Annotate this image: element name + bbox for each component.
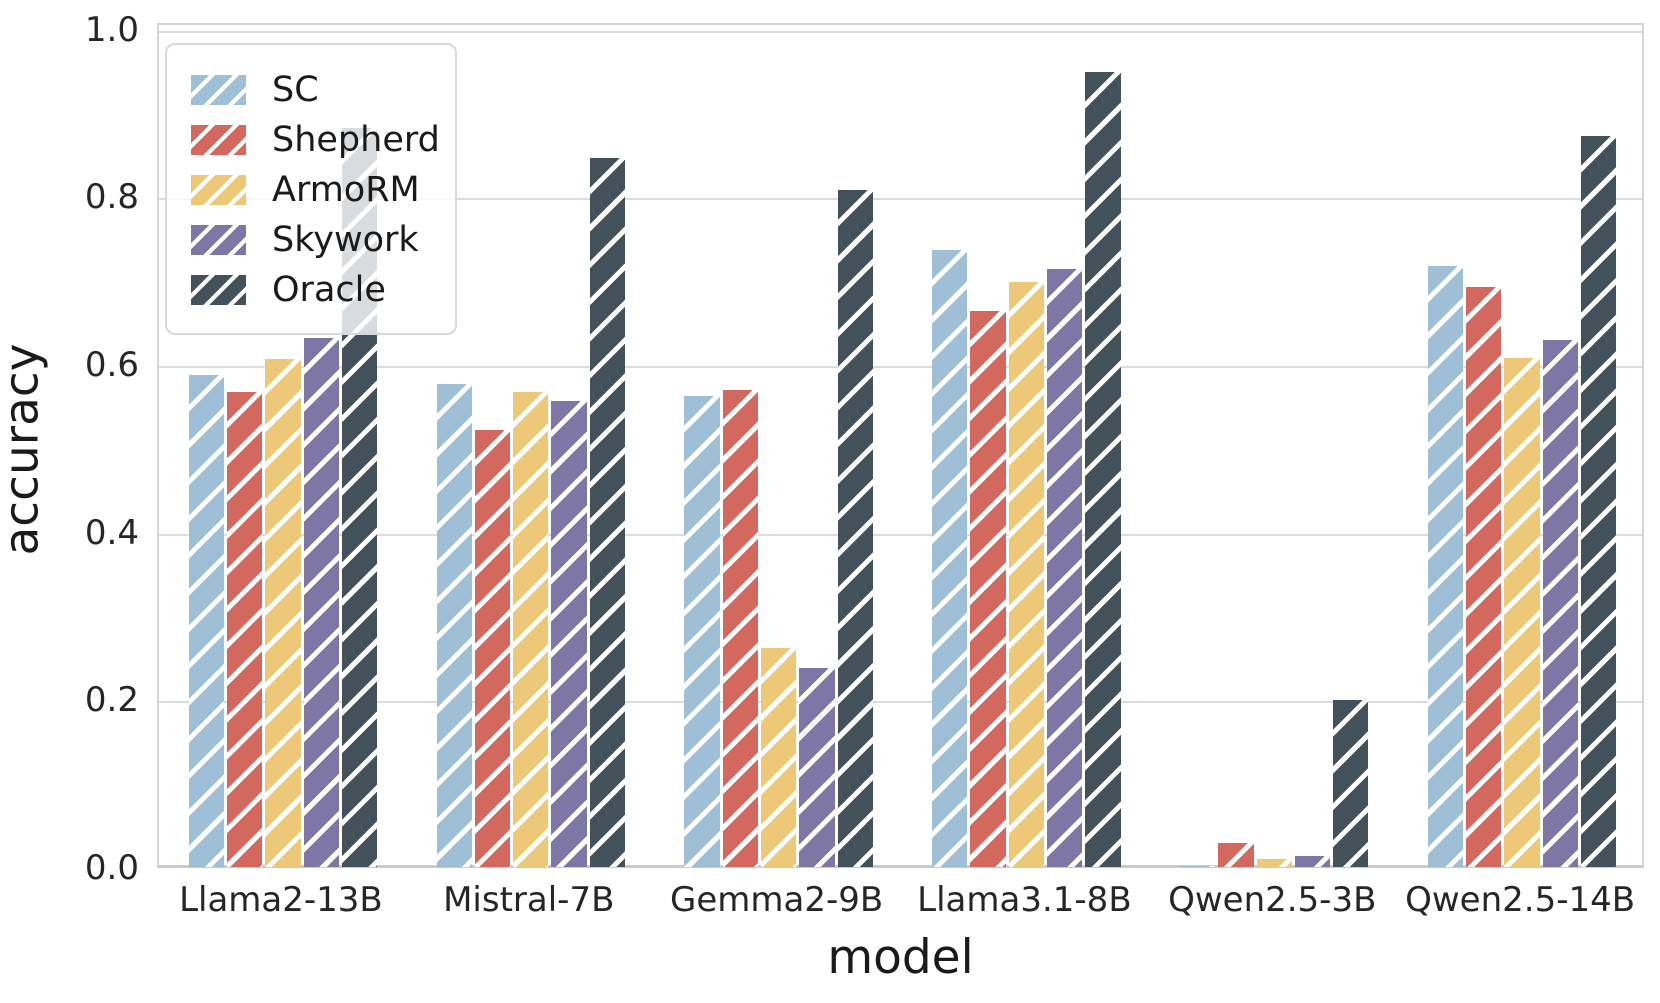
- legend-swatch-icon: [191, 75, 246, 105]
- bar-Shepherd-Gemma2-9B: [722, 390, 758, 867]
- legend-label: Shepherd: [272, 120, 440, 160]
- legend-label: SC: [272, 70, 319, 110]
- gridline-y-0.8: [159, 198, 1642, 201]
- bar-SC-Gemma2-9B: [684, 396, 720, 867]
- x-tick-Gemma2-9B: Gemma2-9B: [669, 880, 884, 920]
- bar-Oracle-Mistral-7B: [589, 158, 625, 867]
- legend-label: Skywork: [272, 220, 419, 260]
- y-tick-0.8: 0.8: [84, 177, 139, 218]
- bar-Shepherd-Llama2-13B: [226, 392, 263, 867]
- legend-item-Shepherd: Shepherd: [191, 119, 440, 161]
- x-axis-label: model: [827, 930, 974, 985]
- legend-swatch-icon: [191, 275, 246, 305]
- legend-swatch-icon: [191, 125, 246, 155]
- x-tick-Qwen2.5-14B: Qwen2.5-14B: [1405, 880, 1636, 920]
- legend-label: ArmoRM: [272, 170, 420, 210]
- bar-Skywork-Qwen2.5-14B: [1542, 340, 1579, 867]
- bar-ArmoRM-Llama3.1-8B: [1008, 282, 1045, 867]
- bar-Skywork-Mistral-7B: [551, 400, 587, 867]
- legend-label: Oracle: [272, 270, 386, 310]
- bar-SC-Llama3.1-8B: [932, 249, 968, 867]
- bar-Oracle-Llama3.1-8B: [1085, 71, 1121, 867]
- bar-Shepherd-Qwen2.5-3B: [1218, 843, 1254, 867]
- legend-item-Oracle: Oracle: [191, 269, 435, 311]
- x-tick-Mistral-7B: Mistral-7B: [443, 880, 615, 920]
- bar-SC-Llama2-13B: [188, 375, 224, 867]
- gridline-y-0.6: [159, 366, 1642, 369]
- bar-Skywork-Gemma2-9B: [799, 667, 835, 867]
- bar-SC-Mistral-7B: [436, 383, 472, 867]
- legend-item-Skywork: Skywork: [191, 219, 435, 261]
- bar-Skywork-Llama3.1-8B: [1047, 268, 1083, 867]
- gridline-y-0.2: [159, 701, 1642, 704]
- bar-Oracle-Qwen2.5-14B: [1581, 136, 1617, 867]
- bar-ArmoRM-Gemma2-9B: [760, 647, 797, 867]
- bar-ArmoRM-Qwen2.5-3B: [1256, 859, 1292, 867]
- y-tick-1.0: 1.0: [84, 9, 139, 50]
- bar-ArmoRM-Mistral-7B: [513, 392, 549, 867]
- x-tick-Qwen2.5-3B: Qwen2.5-3B: [1168, 880, 1377, 920]
- legend-item-ArmoRM: ArmoRM: [191, 169, 435, 211]
- y-axis-label: accuracy: [0, 343, 50, 556]
- bar-Shepherd-Llama3.1-8B: [970, 310, 1006, 867]
- bar-Oracle-Qwen2.5-3B: [1333, 699, 1369, 867]
- bar-Shepherd-Qwen2.5-14B: [1466, 287, 1502, 867]
- y-tick-0.4: 0.4: [84, 512, 139, 553]
- legend-item-SC: SC: [191, 69, 435, 111]
- bar-Oracle-Gemma2-9B: [837, 190, 873, 867]
- plot-area: [157, 23, 1644, 868]
- x-tick-Llama2-13B: Llama2-13B: [179, 880, 383, 920]
- x-tick-Llama3.1-8B: Llama3.1-8B: [917, 880, 1132, 920]
- bar-ArmoRM-Llama2-13B: [265, 358, 301, 867]
- y-tick-0.6: 0.6: [84, 345, 139, 386]
- bar-Shepherd-Mistral-7B: [474, 429, 511, 867]
- y-tick-0.2: 0.2: [84, 680, 139, 721]
- bar-SC-Qwen2.5-3B: [1180, 865, 1216, 867]
- legend: SC Shepherd ArmoRM Skywork Oracle: [165, 43, 457, 335]
- legend-swatch-icon: [191, 175, 246, 205]
- y-tick-0.0: 0.0: [84, 848, 139, 888]
- bar-Skywork-Qwen2.5-3B: [1294, 855, 1331, 867]
- gridline-y-1: [159, 30, 1642, 33]
- gridline-y-0.4: [159, 533, 1642, 536]
- bar-SC-Qwen2.5-14B: [1427, 265, 1464, 867]
- bar-ArmoRM-Qwen2.5-14B: [1504, 357, 1540, 867]
- bar-Skywork-Llama2-13B: [303, 337, 339, 867]
- legend-swatch-icon: [191, 225, 246, 255]
